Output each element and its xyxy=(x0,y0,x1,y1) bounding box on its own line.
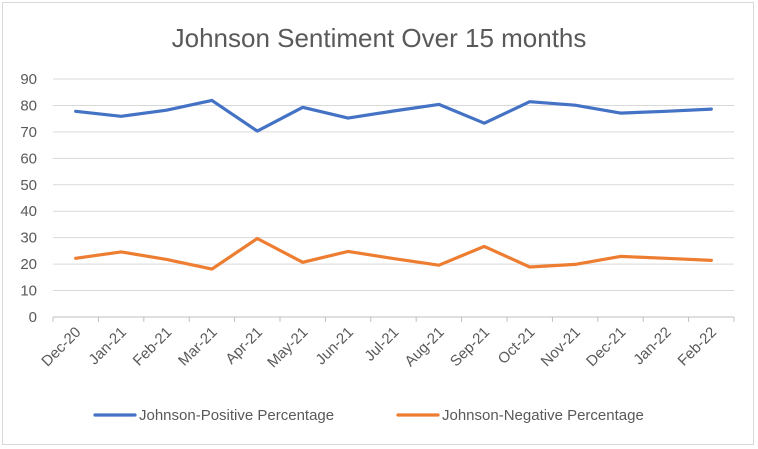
series-line-0 xyxy=(74,98,713,133)
y-tick-label: 30 xyxy=(20,230,37,247)
x-tick-label: Aug-21 xyxy=(402,324,448,370)
x-tick-label: Nov-21 xyxy=(538,324,584,370)
y-axis-tick-labels: 0 10 20 30 40 50 60 70 80 90 xyxy=(20,71,37,326)
series-line-1 xyxy=(74,236,713,271)
x-tick-label: Mar-21 xyxy=(175,324,221,370)
gridlines xyxy=(52,78,735,322)
legend-label-1: Johnson-Negative Percentage xyxy=(442,407,644,424)
y-tick-label: 80 xyxy=(20,97,37,114)
legend-label-0: Johnson-Positive Percentage xyxy=(139,407,334,424)
y-tick-label: 10 xyxy=(20,283,37,300)
x-tick-label: Oct-21 xyxy=(495,324,539,368)
y-tick-label: 70 xyxy=(20,124,37,141)
x-tick-label: Jul-21 xyxy=(361,324,402,365)
x-tick-label: Dec-20 xyxy=(38,324,84,370)
x-tick-label: Jan-21 xyxy=(85,324,129,368)
x-tick-label: Jan-22 xyxy=(630,324,674,368)
x-tick-label: Jun-21 xyxy=(312,324,356,368)
x-tick-label: May-21 xyxy=(264,324,311,371)
y-tick-label: 50 xyxy=(20,177,37,194)
series-lines xyxy=(74,98,713,271)
y-tick-label: 90 xyxy=(20,71,37,88)
chart-frame xyxy=(2,2,754,445)
x-tick-label: Apr-21 xyxy=(222,324,266,368)
x-tick-label: Sep-21 xyxy=(447,324,493,370)
x-tick-label: Feb-22 xyxy=(674,324,720,370)
legend: Johnson-Positive Percentage Johnson-Negat… xyxy=(93,407,644,424)
y-tick-label: 20 xyxy=(20,256,37,273)
y-tick-label: 60 xyxy=(20,150,37,167)
y-tick-label: 40 xyxy=(20,203,37,220)
x-tick-label: Dec-21 xyxy=(583,324,629,370)
chart-title: Johnson Sentiment Over 15 months xyxy=(172,23,587,53)
x-tick-label: Feb-21 xyxy=(130,324,176,370)
y-tick-label: 0 xyxy=(29,309,37,326)
